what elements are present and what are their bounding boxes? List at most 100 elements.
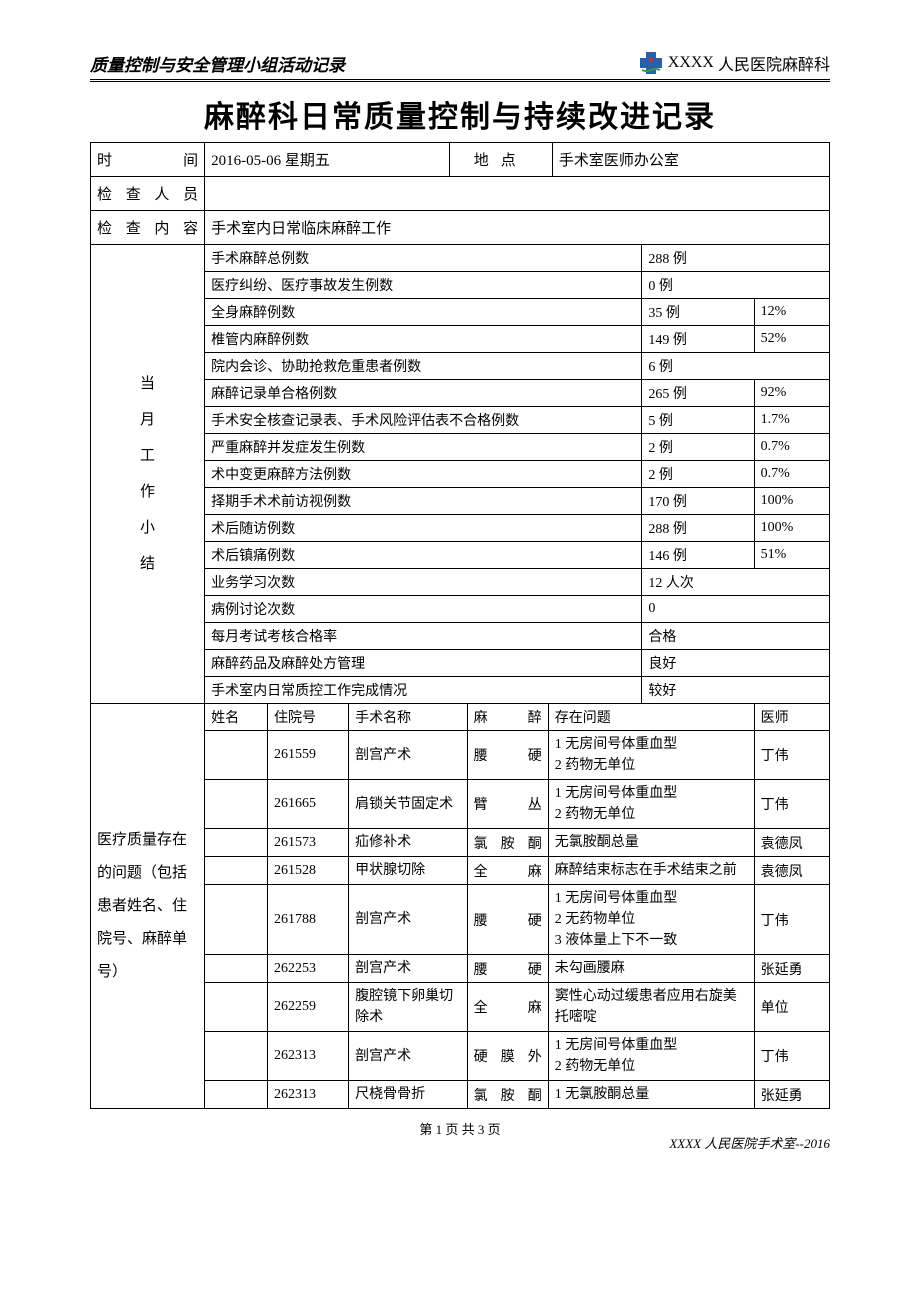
stat-row: 术中变更麻醉方法例数2 例0.7% (205, 461, 829, 488)
issue-problem: 无氯胺酮总量 (548, 829, 754, 857)
issue-doctor: 张延勇 (754, 955, 829, 983)
issue-anesthesia: 全 麻 (467, 983, 548, 1032)
issue-hospital-no: 261788 (267, 885, 348, 955)
issue-name (205, 983, 267, 1032)
content-label: 检查内容 (91, 211, 205, 245)
stat-percent: 12% (754, 299, 829, 326)
issue-row: 262313剖宫产术硬膜外1 无房间号体重血型2 药物无单位丁伟 (205, 1032, 829, 1081)
stat-value: 2 例 (642, 461, 754, 488)
time-value: 2016-05-06 星期五 (205, 143, 449, 177)
stat-percent: 51% (754, 542, 829, 569)
stat-row: 病例讨论次数0 (205, 596, 829, 623)
issue-doctor: 袁德凤 (754, 857, 829, 885)
row-monthly-summary: 当 月 工 作 小 结 手术麻醉总例数288 例医疗纠纷、医疗事故发生例数0 例… (91, 245, 830, 704)
issue-name (205, 857, 267, 885)
issue-surgery: 肩锁关节固定术 (349, 780, 468, 829)
issues-header-anesthesia: 麻 醉 (467, 704, 548, 731)
stat-label: 手术安全核查记录表、手术风险评估表不合格例数 (205, 407, 642, 434)
stat-value: 良好 (642, 650, 829, 677)
time-label: 时 间 (91, 143, 205, 177)
header-right: XXXX 人民医院麻醉科 (638, 50, 830, 76)
stat-label: 手术室内日常质控工作完成情况 (205, 677, 642, 704)
issue-surgery: 剖宫产术 (349, 955, 468, 983)
location-value: 手术室医师办公室 (552, 143, 829, 177)
stat-value: 合格 (642, 623, 829, 650)
stat-row: 业务学习次数12 人次 (205, 569, 829, 596)
stat-row: 医疗纠纷、医疗事故发生例数0 例 (205, 272, 829, 299)
row-inspection-content: 检查内容 手术室内日常临床麻醉工作 (91, 211, 830, 245)
issues-header-problem: 存在问题 (548, 704, 754, 731)
issue-hospital-no: 261573 (267, 829, 348, 857)
stat-percent: 0.7% (754, 461, 829, 488)
stat-percent: 0.7% (754, 434, 829, 461)
header-right-suffix: 人民医院麻醉科 (718, 51, 830, 75)
issue-name (205, 1081, 267, 1109)
issues-table: 姓名 住院号 手术名称 麻 醉 存在问题 医师 261559剖宫产术腰 硬1 无… (205, 704, 829, 1108)
hospital-logo-icon (638, 50, 664, 76)
stat-value: 35 例 (642, 299, 754, 326)
stat-row: 全身麻醉例数35 例12% (205, 299, 829, 326)
content-value: 手术室内日常临床麻醉工作 (205, 211, 830, 245)
stat-value: 6 例 (642, 353, 829, 380)
main-record-table: 时 间 2016-05-06 星期五 地点 手术室医师办公室 检查人员 检查内容… (90, 142, 830, 1109)
stat-value: 较好 (642, 677, 829, 704)
issue-anesthesia: 腰 硬 (467, 731, 548, 780)
stat-value: 288 例 (642, 515, 754, 542)
stats-table: 手术麻醉总例数288 例医疗纠纷、医疗事故发生例数0 例全身麻醉例数35 例12… (205, 245, 829, 703)
stat-label: 病例讨论次数 (205, 596, 642, 623)
row-time-location: 时 间 2016-05-06 星期五 地点 手术室医师办公室 (91, 143, 830, 177)
issue-surgery: 腹腔镜下卵巢切除术 (349, 983, 468, 1032)
issue-row: 261528甲状腺切除全 麻麻醉结束标志在手术结束之前袁德凤 (205, 857, 829, 885)
stat-label: 手术麻醉总例数 (205, 245, 642, 272)
issue-surgery: 甲状腺切除 (349, 857, 468, 885)
stat-percent: 92% (754, 380, 829, 407)
issue-row: 261573疝修补术氯胺酮无氯胺酮总量袁德凤 (205, 829, 829, 857)
stat-row: 术后随访例数288 例100% (205, 515, 829, 542)
monthly-summary-label: 当 月 工 作 小 结 (91, 245, 205, 704)
inspector-value (205, 177, 830, 211)
issue-doctor: 张延勇 (754, 1081, 829, 1109)
issue-name (205, 955, 267, 983)
stat-value: 265 例 (642, 380, 754, 407)
issue-hospital-no: 262253 (267, 955, 348, 983)
issue-hospital-no: 262313 (267, 1032, 348, 1081)
stat-row: 每月考试考核合格率合格 (205, 623, 829, 650)
stat-value: 12 人次 (642, 569, 829, 596)
stat-label: 麻醉记录单合格例数 (205, 380, 642, 407)
header-right-prefix: XXXX (668, 54, 714, 72)
stat-label: 医疗纠纷、医疗事故发生例数 (205, 272, 642, 299)
issue-doctor: 丁伟 (754, 1032, 829, 1081)
row-quality-issues: 医疗质量存在的问题（包括患者姓名、住院号、麻醉单号） 姓名 住院号 手术名称 麻… (91, 704, 830, 1109)
row-inspector: 检查人员 (91, 177, 830, 211)
stat-row: 严重麻醉并发症发生例数2 例0.7% (205, 434, 829, 461)
issue-problem: 窦性心动过缓患者应用右旋美托嘧啶 (548, 983, 754, 1032)
stat-label: 严重麻醉并发症发生例数 (205, 434, 642, 461)
issue-hospital-no: 261559 (267, 731, 348, 780)
issue-row: 262259腹腔镜下卵巢切除术全 麻窦性心动过缓患者应用右旋美托嘧啶单位 (205, 983, 829, 1032)
issue-name (205, 1032, 267, 1081)
issue-surgery: 剖宫产术 (349, 1032, 468, 1081)
stat-value: 170 例 (642, 488, 754, 515)
stat-value: 0 例 (642, 272, 829, 299)
issue-problem: 未勾画腰麻 (548, 955, 754, 983)
inspector-label: 检查人员 (91, 177, 205, 211)
footer-right-text: XXXX 人民医院手术室--2016 (669, 1133, 830, 1152)
issue-anesthesia: 腰 硬 (467, 955, 548, 983)
issue-anesthesia: 氯胺酮 (467, 1081, 548, 1109)
stat-value: 146 例 (642, 542, 754, 569)
page-header: 质量控制与安全管理小组活动记录 XXXX 人民医院麻醉科 (90, 50, 830, 82)
issue-problem: 1 无房间号体重血型2 药物无单位 (548, 731, 754, 780)
issue-anesthesia: 腰 硬 (467, 885, 548, 955)
issue-row: 261665肩锁关节固定术臂 丛1 无房间号体重血型2 药物无单位丁伟 (205, 780, 829, 829)
issue-anesthesia: 臂 丛 (467, 780, 548, 829)
stat-label: 麻醉药品及麻醉处方管理 (205, 650, 642, 677)
issue-surgery: 疝修补术 (349, 829, 468, 857)
stat-row: 择期手术术前访视例数170 例100% (205, 488, 829, 515)
stat-value: 288 例 (642, 245, 829, 272)
issue-anesthesia: 全 麻 (467, 857, 548, 885)
stat-label: 全身麻醉例数 (205, 299, 642, 326)
issue-doctor: 袁德凤 (754, 829, 829, 857)
issue-problem: 麻醉结束标志在手术结束之前 (548, 857, 754, 885)
stat-value: 2 例 (642, 434, 754, 461)
stat-label: 业务学习次数 (205, 569, 642, 596)
